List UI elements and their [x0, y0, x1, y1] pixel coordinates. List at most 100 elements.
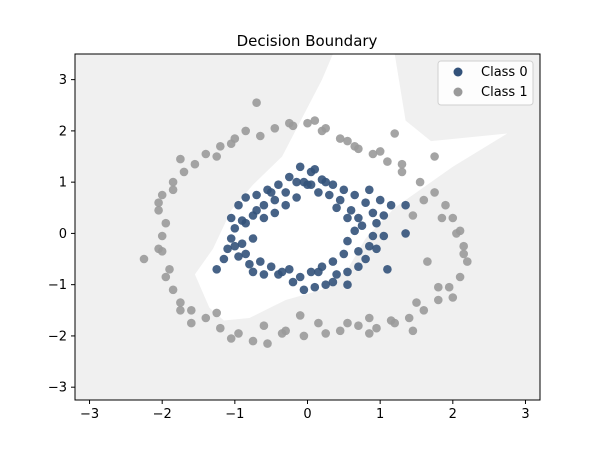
class-0-point — [285, 265, 294, 274]
class-0-point — [237, 239, 247, 248]
class-1-point — [187, 306, 196, 315]
class-0-point — [310, 282, 320, 292]
class-1-point — [365, 329, 374, 338]
class-1-point — [168, 285, 178, 295]
class-1-point — [372, 323, 381, 333]
class-0-point — [241, 193, 250, 202]
class-0-point — [325, 190, 334, 200]
class-0-point — [292, 193, 301, 202]
series-layer — [139, 98, 472, 348]
class-1-point — [430, 152, 439, 161]
class-0-point — [375, 195, 385, 205]
class-0-point — [259, 270, 269, 279]
class-1-point — [190, 159, 200, 169]
class-1-point — [335, 326, 345, 336]
class-0-point — [259, 213, 269, 223]
class-1-point — [419, 306, 429, 315]
class-0-point — [314, 188, 323, 197]
class-0-point — [295, 272, 305, 282]
class-1-point — [408, 211, 418, 220]
class-0-point — [310, 165, 320, 174]
legend-label-class-0: Class 0 — [481, 65, 528, 80]
class-0-point — [230, 224, 240, 233]
x-tick-label: 2 — [449, 407, 457, 422]
class-1-point — [176, 306, 185, 315]
x-tick-label: 3 — [521, 407, 529, 422]
class-1-point — [404, 313, 414, 323]
class-0-point — [252, 206, 261, 215]
class-0-point — [379, 231, 389, 241]
class-1-point — [139, 254, 149, 264]
class-0-point — [365, 241, 374, 251]
class-1-point — [270, 124, 280, 133]
class-0-point — [350, 190, 360, 200]
class-0-point — [288, 277, 298, 287]
class-0-point — [259, 200, 269, 210]
class-0-point — [285, 172, 294, 182]
class-1-point — [263, 339, 272, 348]
class-1-point — [314, 318, 323, 328]
legend-label-class-1: Class 1 — [481, 85, 528, 100]
class-1-point — [452, 229, 461, 238]
class-1-point — [176, 154, 185, 164]
y-tick-label: 2 — [59, 124, 67, 139]
class-1-point — [365, 313, 374, 323]
class-0-point — [241, 249, 250, 259]
class-0-point — [270, 208, 280, 218]
class-0-point — [372, 218, 381, 228]
class-0-point — [343, 280, 352, 290]
class-1-point — [448, 213, 458, 223]
class-0-point — [274, 180, 283, 189]
class-1-point — [415, 177, 425, 187]
class-1-point — [154, 206, 163, 215]
class-1-point — [459, 241, 469, 251]
class-0-point — [354, 213, 363, 223]
class-1-point — [216, 323, 225, 333]
class-0-point — [281, 188, 291, 197]
y-tick-label: 1 — [59, 176, 67, 191]
class-0-point — [226, 234, 236, 243]
class-1-point — [165, 265, 174, 274]
class-0-point — [365, 185, 374, 195]
class-0-point — [361, 198, 370, 207]
class-0-point — [321, 280, 331, 290]
class-1-point — [259, 321, 269, 331]
class-1-point — [201, 313, 211, 323]
class-1-point — [383, 157, 392, 166]
class-1-point — [248, 336, 258, 346]
class-1-point — [161, 272, 171, 282]
class-0-point — [401, 229, 410, 238]
x-tick-label: −3 — [80, 407, 99, 422]
class-1-point — [241, 126, 250, 136]
class-1-point — [154, 198, 163, 207]
class-1-point — [368, 149, 378, 159]
class-1-point — [419, 195, 429, 205]
x-tick-label: 0 — [303, 407, 311, 422]
class-0-point — [339, 185, 349, 195]
class-0-point — [219, 254, 229, 264]
class-1-point — [386, 316, 396, 325]
class-1-point — [187, 318, 196, 328]
class-1-point — [408, 326, 418, 336]
class-1-point — [201, 149, 211, 159]
class-0-point — [270, 195, 280, 205]
class-1-point — [343, 318, 352, 328]
x-tick-label: 1 — [376, 407, 384, 422]
class-0-point — [274, 270, 283, 279]
class-0-point — [368, 208, 378, 218]
class-0-point — [354, 262, 363, 272]
class-0-point — [321, 177, 331, 187]
class-0-point — [230, 241, 240, 251]
class-1-point — [397, 159, 407, 169]
class-0-point — [386, 200, 396, 210]
class-1-point — [354, 144, 363, 154]
class-1-point — [321, 329, 331, 338]
class-1-point — [437, 213, 447, 223]
class-0-point — [343, 213, 352, 223]
class-0-point — [328, 257, 338, 266]
class-1-point — [157, 231, 167, 241]
class-0-point — [234, 200, 243, 210]
class-1-point — [255, 131, 265, 141]
class-0-point — [314, 267, 323, 277]
class-0-point — [248, 234, 258, 243]
